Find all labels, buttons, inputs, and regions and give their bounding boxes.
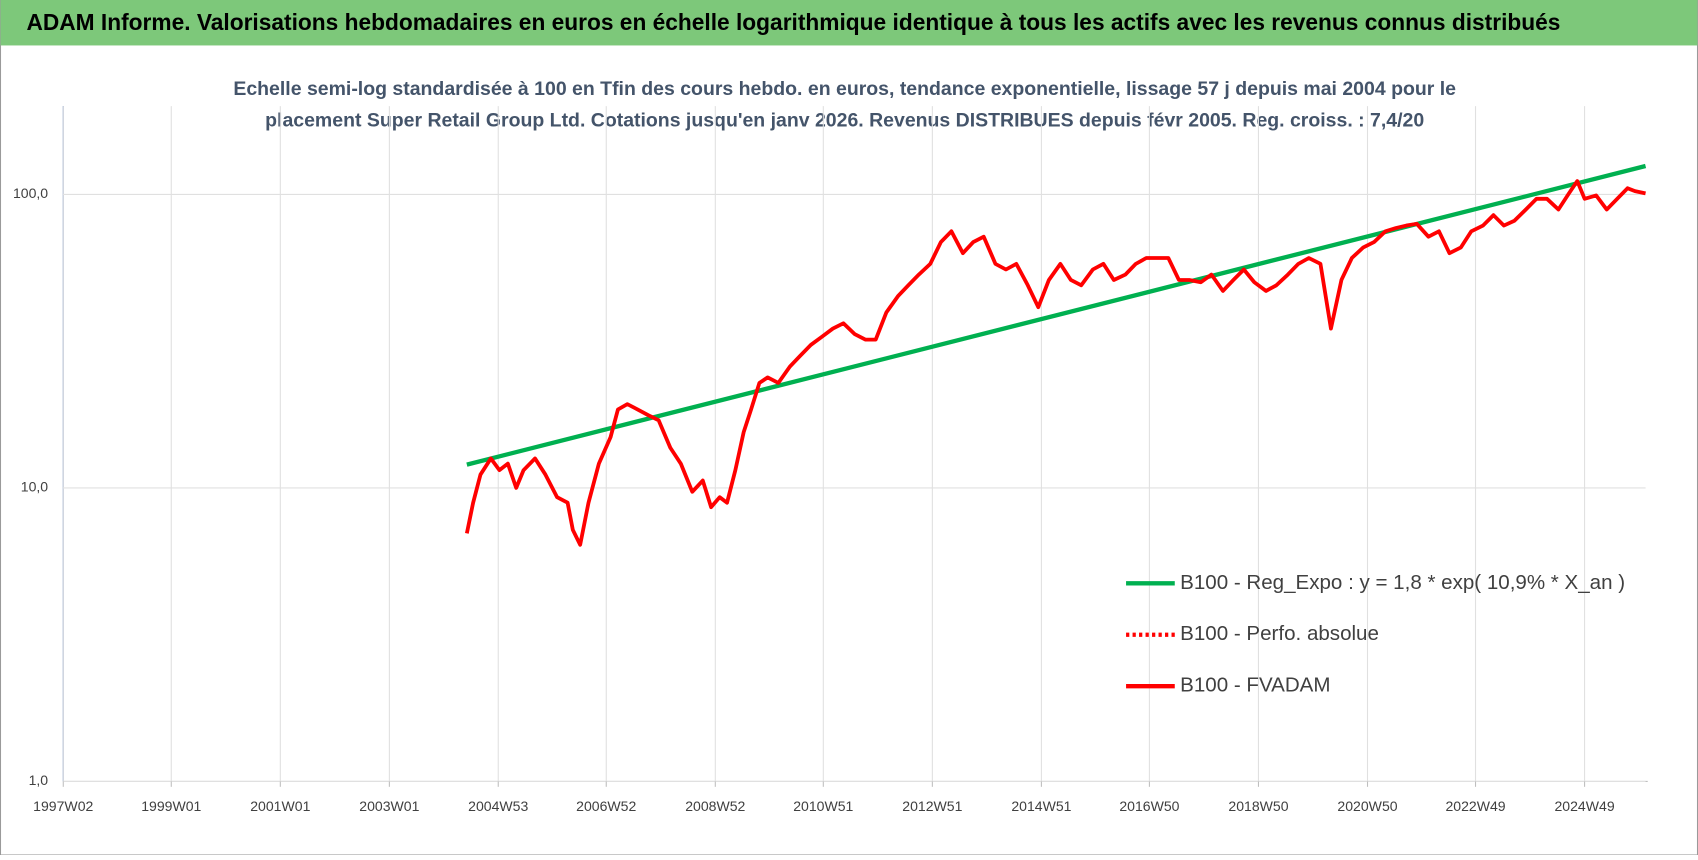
x-tick-label: 2006W52 [576, 798, 636, 814]
x-tick-label: 2016W50 [1119, 798, 1179, 814]
x-tick-label: 2010W51 [793, 798, 853, 814]
series-line [464, 179, 1646, 547]
x-tick-label: 2022W49 [1445, 798, 1505, 814]
subtitle: placement Super Retail Group Ltd. Cotati… [265, 109, 1424, 131]
x-tick-label: 2014W51 [1011, 798, 1071, 814]
x-tick-label: 2020W50 [1337, 798, 1397, 814]
x-tick-label: 2012W51 [902, 798, 962, 814]
legend-label: B100 - FVADAM [1180, 674, 1330, 697]
subtitle: Echelle semi-log standardisée à 100 en T… [233, 78, 1456, 100]
x-tick-label: 2004W53 [468, 798, 528, 814]
x-tick-label: 2001W01 [250, 798, 310, 814]
page-title: ADAM Informe. Valorisations hebdomadaire… [26, 9, 1560, 35]
x-tick-label: 1999W01 [141, 798, 201, 814]
y-tick-label: 1,0 [29, 772, 49, 788]
x-tick-label: 2008W52 [685, 798, 745, 814]
legend-label: B100 - Reg_Expo : y = 1,8 * exp( 10,9% *… [1180, 571, 1625, 594]
series-line [466, 163, 1647, 467]
y-tick-label: 10,0 [21, 479, 49, 495]
x-tick-label: 1997W02 [33, 798, 93, 814]
x-tick-label: 2018W50 [1228, 798, 1288, 814]
x-tick-label: 2003W01 [359, 798, 419, 814]
y-tick-label: 100,0 [13, 185, 48, 201]
legend-label: B100 - Perfo. absolue [1180, 622, 1379, 645]
title-bar [0, 0, 1698, 46]
x-tick-label: 2024W49 [1555, 798, 1615, 814]
